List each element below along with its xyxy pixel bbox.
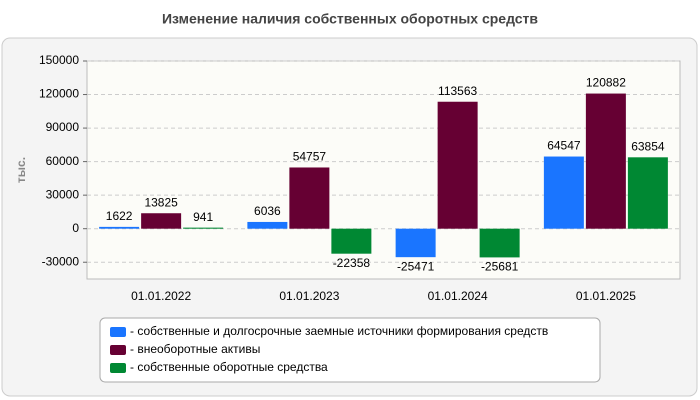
bar — [331, 228, 372, 254]
y-tick-label: 90000 — [46, 120, 80, 134]
bar — [183, 227, 224, 229]
value-label: -25681 — [481, 260, 519, 274]
y-tick-label: 150000 — [39, 53, 79, 67]
chart-title: Изменение наличия собственных оборотных … — [162, 11, 538, 27]
value-label: 120882 — [586, 76, 626, 90]
value-label: 54757 — [293, 150, 327, 164]
legend-swatch — [110, 327, 126, 337]
bar — [99, 226, 140, 229]
y-tick-label: -30000 — [42, 254, 80, 268]
legend-label: - собственные и долгосрочные заемные ист… — [130, 324, 548, 338]
x-tick-label: 01.01.2025 — [576, 289, 636, 303]
x-tick-label: 01.01.2024 — [428, 289, 488, 303]
legend-label: - собственные оборотные средства — [130, 360, 328, 374]
bar — [395, 228, 436, 258]
bar — [479, 228, 520, 258]
y-tick-label: 120000 — [39, 87, 79, 101]
y-tick-label: 60000 — [46, 154, 80, 168]
value-label: 63854 — [631, 139, 665, 153]
y-axis-label: тыс. — [14, 157, 28, 183]
bar — [289, 167, 330, 229]
x-tick-label: 01.01.2022 — [131, 289, 191, 303]
legend-swatch — [110, 363, 126, 373]
bar — [141, 213, 182, 229]
bar — [437, 101, 478, 229]
value-label: 13825 — [144, 195, 178, 209]
value-label: -25471 — [397, 259, 435, 273]
bar — [247, 221, 288, 229]
value-label: -22358 — [333, 256, 371, 270]
y-tick-label: 0 — [72, 221, 79, 235]
value-label: 1622 — [106, 209, 133, 223]
value-label: 941 — [193, 210, 213, 224]
bar — [585, 93, 626, 229]
legend — [99, 317, 601, 383]
bar — [627, 157, 668, 229]
x-tick-label: 01.01.2023 — [279, 289, 339, 303]
legend-swatch — [110, 345, 126, 355]
value-label: 6036 — [254, 204, 281, 218]
value-label: 113563 — [438, 84, 477, 98]
bar — [543, 156, 584, 229]
y-tick-label: 30000 — [46, 187, 80, 201]
legend-label: - внеоборотные активы — [130, 342, 260, 356]
value-label: 64547 — [547, 139, 581, 153]
